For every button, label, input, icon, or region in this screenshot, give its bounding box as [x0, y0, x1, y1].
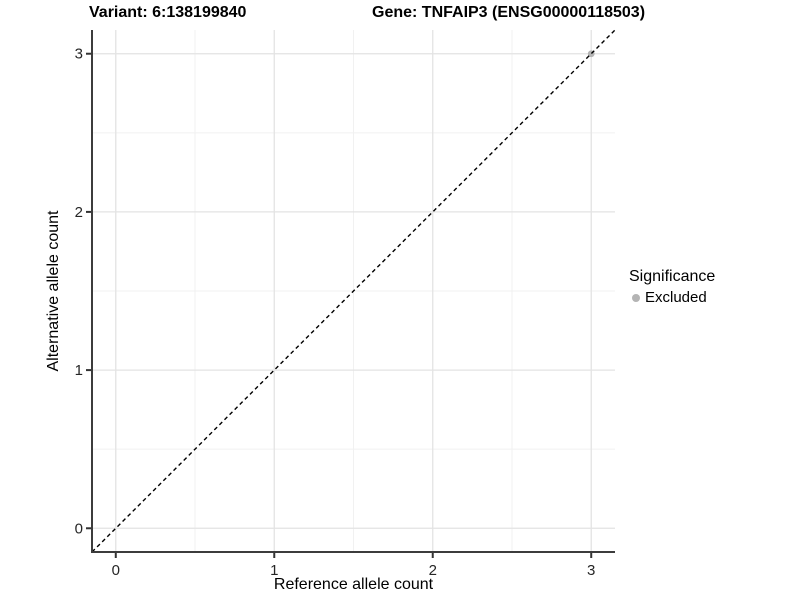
legend-item-label: Excluded — [645, 289, 707, 306]
legend-title: Significance — [629, 268, 716, 285]
y-axis-title: Alternative allele count — [45, 210, 62, 372]
y-tick-label: 1 — [75, 362, 83, 379]
x-tick-label: 2 — [429, 562, 437, 579]
identity-reference-line — [91, 29, 616, 553]
legend-item-excluded: Excluded — [629, 289, 715, 306]
y-tick-label: 0 — [75, 520, 83, 537]
x-axis-title: Reference allele count — [273, 576, 434, 593]
plot-title-gene: Gene: TNFAIP3 (ENSG00000118503) — [372, 4, 646, 21]
x-tick-label: 0 — [112, 562, 120, 579]
legend: Significance Excluded — [629, 268, 715, 306]
y-tick-label: 3 — [75, 46, 83, 63]
excluded-point-icon — [632, 293, 640, 302]
plot-title-variant: Variant: 6:138199840 — [89, 4, 247, 21]
x-tick-label: 3 — [587, 562, 595, 579]
x-tick-label: 1 — [270, 562, 278, 579]
y-tick-label: 2 — [75, 204, 83, 221]
